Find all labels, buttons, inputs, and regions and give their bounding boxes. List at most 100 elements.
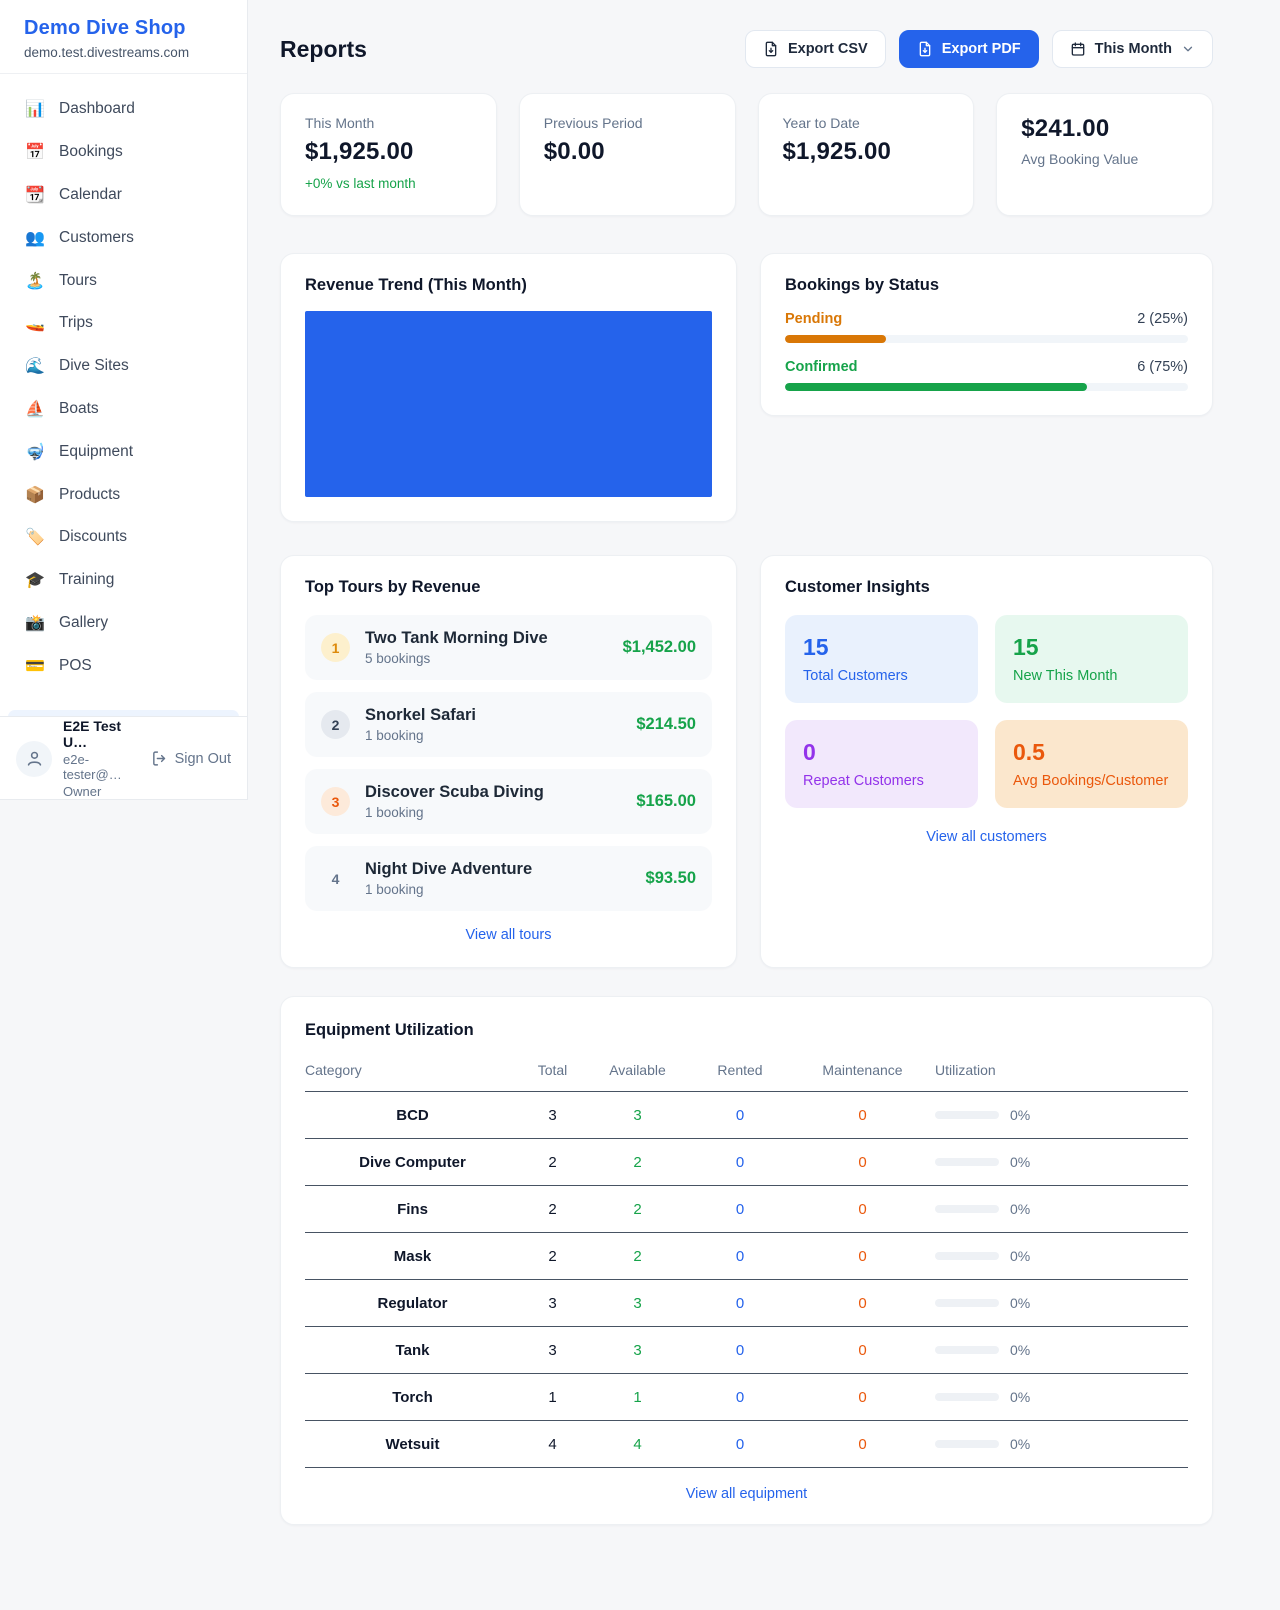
nav-item-icon: 🏝️ (25, 272, 45, 290)
insight-value: 15 (803, 634, 829, 660)
sidebar-item-bookings[interactable]: 📅 Bookings (12, 131, 235, 174)
tour-row-discover-scuba-diving: 3 Discover Scuba Diving 1 booking $165.0… (305, 769, 712, 834)
equipment-category: Dive Computer (305, 1138, 520, 1186)
utilization-bar-track (935, 1252, 999, 1260)
revenue-trend-card: Revenue Trend (This Month) (280, 253, 737, 522)
sidebar-item-dive-sites[interactable]: 🌊 Dive Sites (12, 345, 235, 388)
equipment-rented: 0 (690, 1373, 790, 1421)
equipment-rented: 0 (690, 1326, 790, 1374)
status-row: Confirmed 6 (75%) (785, 359, 1188, 375)
rank-badge: 3 (321, 787, 350, 816)
nav-item-label: Dashboard (59, 100, 135, 118)
nav-item-label: Discounts (59, 528, 128, 546)
equipment-row-tank: Tank 3 3 0 0 0% (305, 1326, 1188, 1374)
insights-row: Top Tours by Revenue 1 Two Tank Morning … (280, 555, 1213, 968)
stat-value: $241.00 (1021, 115, 1110, 142)
utilization-percent: 0% (1010, 1389, 1031, 1405)
sidebar-item-customers[interactable]: 👥 Customers (12, 216, 235, 259)
sidebar-item-discounts[interactable]: 🏷️ Discounts (12, 516, 235, 559)
sidebar-item-calendar[interactable]: 📆 Calendar (12, 174, 235, 217)
equipment-total: 2 (520, 1185, 585, 1233)
stat-value: $1,925.00 (782, 138, 892, 165)
equipment-utilization-cell: 0% (935, 1326, 1188, 1374)
equipment-rented: 0 (690, 1138, 790, 1186)
utilization-percent: 0% (1010, 1295, 1031, 1311)
view-all-equipment-link[interactable]: View all equipment (685, 1486, 808, 1502)
tour-name: Two Tank Morning Dive (365, 629, 548, 647)
equipment-title: Equipment Utilization (305, 1021, 474, 1039)
sidebar-item-pos[interactable]: 💳 POS (12, 644, 235, 687)
stat-card-year-to-date: Year to Date $1,925.00 (757, 93, 975, 216)
export-csv-button[interactable]: Export CSV (744, 30, 886, 68)
user-avatar (16, 740, 52, 777)
period-select[interactable]: This Month (1051, 30, 1213, 68)
equipment-available: 3 (585, 1279, 690, 1327)
sidebar-user-footer: E2E Test U… e2e-tester@… Owner Sign Out (0, 716, 247, 799)
equipment-header-row: Category Total Available Rented Maintena… (305, 1054, 1188, 1092)
equipment-row-torch: Torch 1 1 0 0 0% (305, 1373, 1188, 1421)
sidebar-item-products[interactable]: 📦 Products (12, 473, 235, 516)
equipment-maintenance: 0 (790, 1326, 935, 1374)
stat-label: This Month (305, 115, 375, 131)
equipment-available: 4 (585, 1420, 690, 1468)
view-all-customers-link[interactable]: View all customers (926, 829, 1047, 845)
bookings-by-status-title: Bookings by Status (785, 276, 940, 294)
sidebar-active-item-partial[interactable] (8, 710, 239, 717)
rank-badge: 2 (321, 710, 350, 739)
equipment-utilization-card: Equipment Utilization Category Total Ava… (280, 996, 1213, 1525)
tour-amount: $93.50 (645, 869, 696, 887)
sidebar-item-boats[interactable]: ⛵ Boats (12, 388, 235, 431)
stat-value: $1,925.00 (305, 138, 414, 165)
equipment-maintenance: 0 (790, 1185, 935, 1233)
nav-item-label: Products (59, 485, 121, 503)
tour-info: Discover Scuba Diving 1 booking (365, 783, 621, 820)
revenue-trend-chart (305, 311, 712, 497)
equipment-utilization-cell: 0% (935, 1138, 1188, 1186)
utilization-percent: 0% (1010, 1436, 1031, 1452)
view-all-tours-link[interactable]: View all tours (465, 927, 552, 943)
utilization-bar-track (935, 1111, 999, 1119)
insight-value: 0.5 (1013, 739, 1045, 765)
equipment-table: Category Total Available Rented Maintena… (305, 1054, 1188, 1468)
equipment-total: 4 (520, 1420, 585, 1468)
sidebar-header: Demo Dive Shop demo.test.divestreams.com (0, 0, 247, 74)
equipment-category: Tank (305, 1326, 520, 1374)
sidebar-item-training[interactable]: 🎓 Training (12, 559, 235, 602)
sign-out-button[interactable]: Sign Out (151, 750, 231, 767)
nav-item-icon: 🚤 (25, 315, 45, 333)
stat-card-previous-period: Previous Period $0.00 (518, 93, 736, 216)
status-group-pending: Pending 2 (25%) (785, 311, 1188, 343)
equipment-rented: 0 (690, 1232, 790, 1280)
sidebar-item-equipment[interactable]: 🤿 Equipment (12, 430, 235, 473)
nav-item-icon: 🌊 (25, 358, 45, 376)
utilization-bar-track (935, 1440, 999, 1448)
sidebar-item-tours[interactable]: 🏝️ Tours (12, 259, 235, 302)
utilization-percent: 0% (1010, 1248, 1031, 1264)
status-count: 2 (25%) (1137, 311, 1188, 327)
insight-value: 15 (1013, 634, 1039, 660)
sidebar-nav: 📊 Dashboard 📅 Bookings 📆 Calendar 👥 Cust… (0, 74, 247, 687)
sidebar-item-dashboard[interactable]: 📊 Dashboard (12, 88, 235, 131)
equipment-rented: 0 (690, 1420, 790, 1468)
equipment-utilization-cell: 0% (935, 1279, 1188, 1327)
sidebar-item-gallery[interactable]: 📸 Gallery (12, 602, 235, 645)
tour-list: 1 Two Tank Morning Dive 5 bookings $1,45… (305, 615, 712, 911)
equipment-row-regulator: Regulator 3 3 0 0 0% (305, 1279, 1188, 1327)
stat-card-avg-booking-value: $241.00 Avg Booking Value (996, 93, 1213, 216)
export-pdf-button[interactable]: Export PDF (898, 30, 1039, 68)
status-label: Confirmed (785, 359, 858, 375)
nav-item-icon: 📸 (25, 614, 45, 632)
tour-bookings: 1 booking (365, 805, 424, 820)
tour-name: Night Dive Adventure (365, 860, 533, 878)
sidebar-item-trips[interactable]: 🚤 Trips (12, 302, 235, 345)
equipment-row-wetsuit: Wetsuit 4 4 0 0 0% (305, 1420, 1188, 1468)
tour-row-two-tank-morning-dive: 1 Two Tank Morning Dive 5 bookings $1,45… (305, 615, 712, 680)
equipment-row-fins: Fins 2 2 0 0 0% (305, 1185, 1188, 1233)
equipment-category: Wetsuit (305, 1420, 520, 1468)
equipment-category: Fins (305, 1185, 520, 1233)
customer-insights-title: Customer Insights (785, 578, 930, 596)
tour-name: Discover Scuba Diving (365, 783, 544, 801)
nav-item-icon: 💳 (25, 657, 45, 675)
customer-insights-card: Customer Insights 15 Total Customers 15 … (760, 555, 1213, 968)
nav-item-icon: 📦 (25, 486, 45, 504)
